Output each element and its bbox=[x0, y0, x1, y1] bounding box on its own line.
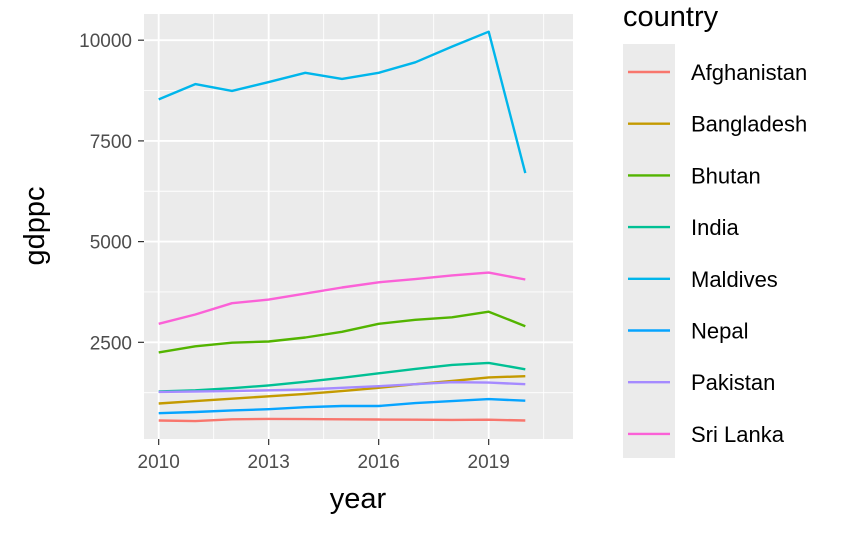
y-tick-label-2: 7500 bbox=[90, 132, 132, 153]
legend-title: country bbox=[623, 1, 719, 33]
x-tick-label-1: 2013 bbox=[248, 452, 290, 473]
y-axis-title: gdppc bbox=[19, 186, 51, 265]
y-tick-label-1: 5000 bbox=[90, 233, 132, 254]
series-line-bhutan bbox=[158, 310, 526, 354]
y-tick-label-3: 10000 bbox=[79, 31, 132, 52]
x-tick-label-3: 2019 bbox=[468, 452, 510, 473]
series-line-afghanistan bbox=[158, 417, 526, 423]
grid-major bbox=[144, 14, 573, 439]
series-line-india bbox=[158, 361, 526, 393]
legend-label-pakistan: Pakistan bbox=[691, 370, 775, 395]
series-line-sri-lanka bbox=[158, 271, 526, 325]
x-axis-title: year bbox=[330, 483, 387, 515]
legend-label-bhutan: Bhutan bbox=[691, 163, 761, 188]
y-axis-ticks: 2500 5000 7500 10000 bbox=[79, 31, 144, 354]
series-layer bbox=[158, 30, 527, 423]
series-line-nepal bbox=[158, 397, 526, 415]
legend-key-background bbox=[623, 44, 675, 458]
series-line-pakistan bbox=[158, 381, 526, 394]
legend-label-india: India bbox=[691, 215, 739, 240]
x-axis-ticks: 2010 2013 2016 2019 bbox=[138, 439, 510, 473]
legend-label-maldives: Maldives bbox=[691, 267, 778, 292]
legend-label-nepal: Nepal bbox=[691, 319, 748, 344]
legend-items: Afghanistan Bangladesh Bhutan India Maldives… bbox=[628, 60, 807, 447]
x-tick-label-0: 2010 bbox=[138, 452, 180, 473]
x-tick-label-2: 2016 bbox=[358, 452, 400, 473]
legend-label-sri-lanka: Sri Lanka bbox=[691, 422, 785, 447]
y-tick-label-0: 2500 bbox=[90, 333, 132, 354]
legend-label-afghanistan: Afghanistan bbox=[691, 60, 807, 85]
series-line-bangladesh bbox=[158, 375, 526, 405]
grid-minor bbox=[144, 14, 573, 439]
legend: country Afghanistan Bangladesh Bhutan India… bbox=[623, 1, 807, 458]
legend-label-bangladesh: Bangladesh bbox=[691, 112, 807, 137]
series-line-maldives bbox=[158, 30, 527, 174]
